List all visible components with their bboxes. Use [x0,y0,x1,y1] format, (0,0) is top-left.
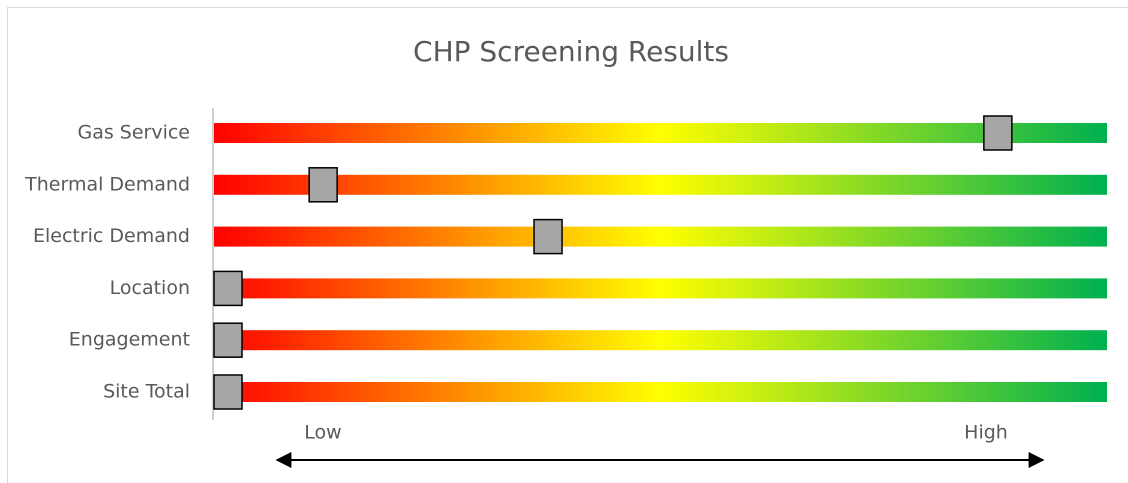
marker [213,374,243,410]
marker [213,270,243,307]
row-label: Thermal Demand [24,173,190,195]
gradient-bar [214,382,1107,402]
row-label: Location [110,277,190,299]
gradient-bar [214,174,1107,195]
row-label: Site Total [103,381,190,403]
high-label: High [964,422,1008,444]
row-label: Engagement [69,329,190,351]
gradient-bar [214,226,1107,247]
gradient-bar [214,330,1107,351]
marker [533,218,563,255]
gradient-bar [214,123,1107,143]
low-label: Low [304,422,341,444]
chart-title: CHP Screening Results [413,35,729,68]
marker [213,322,243,358]
row-label: Gas Service [77,122,190,144]
marker [308,167,338,203]
gradient-bar [214,278,1107,299]
marker [983,115,1013,151]
row-label: Electric Demand [33,225,190,247]
